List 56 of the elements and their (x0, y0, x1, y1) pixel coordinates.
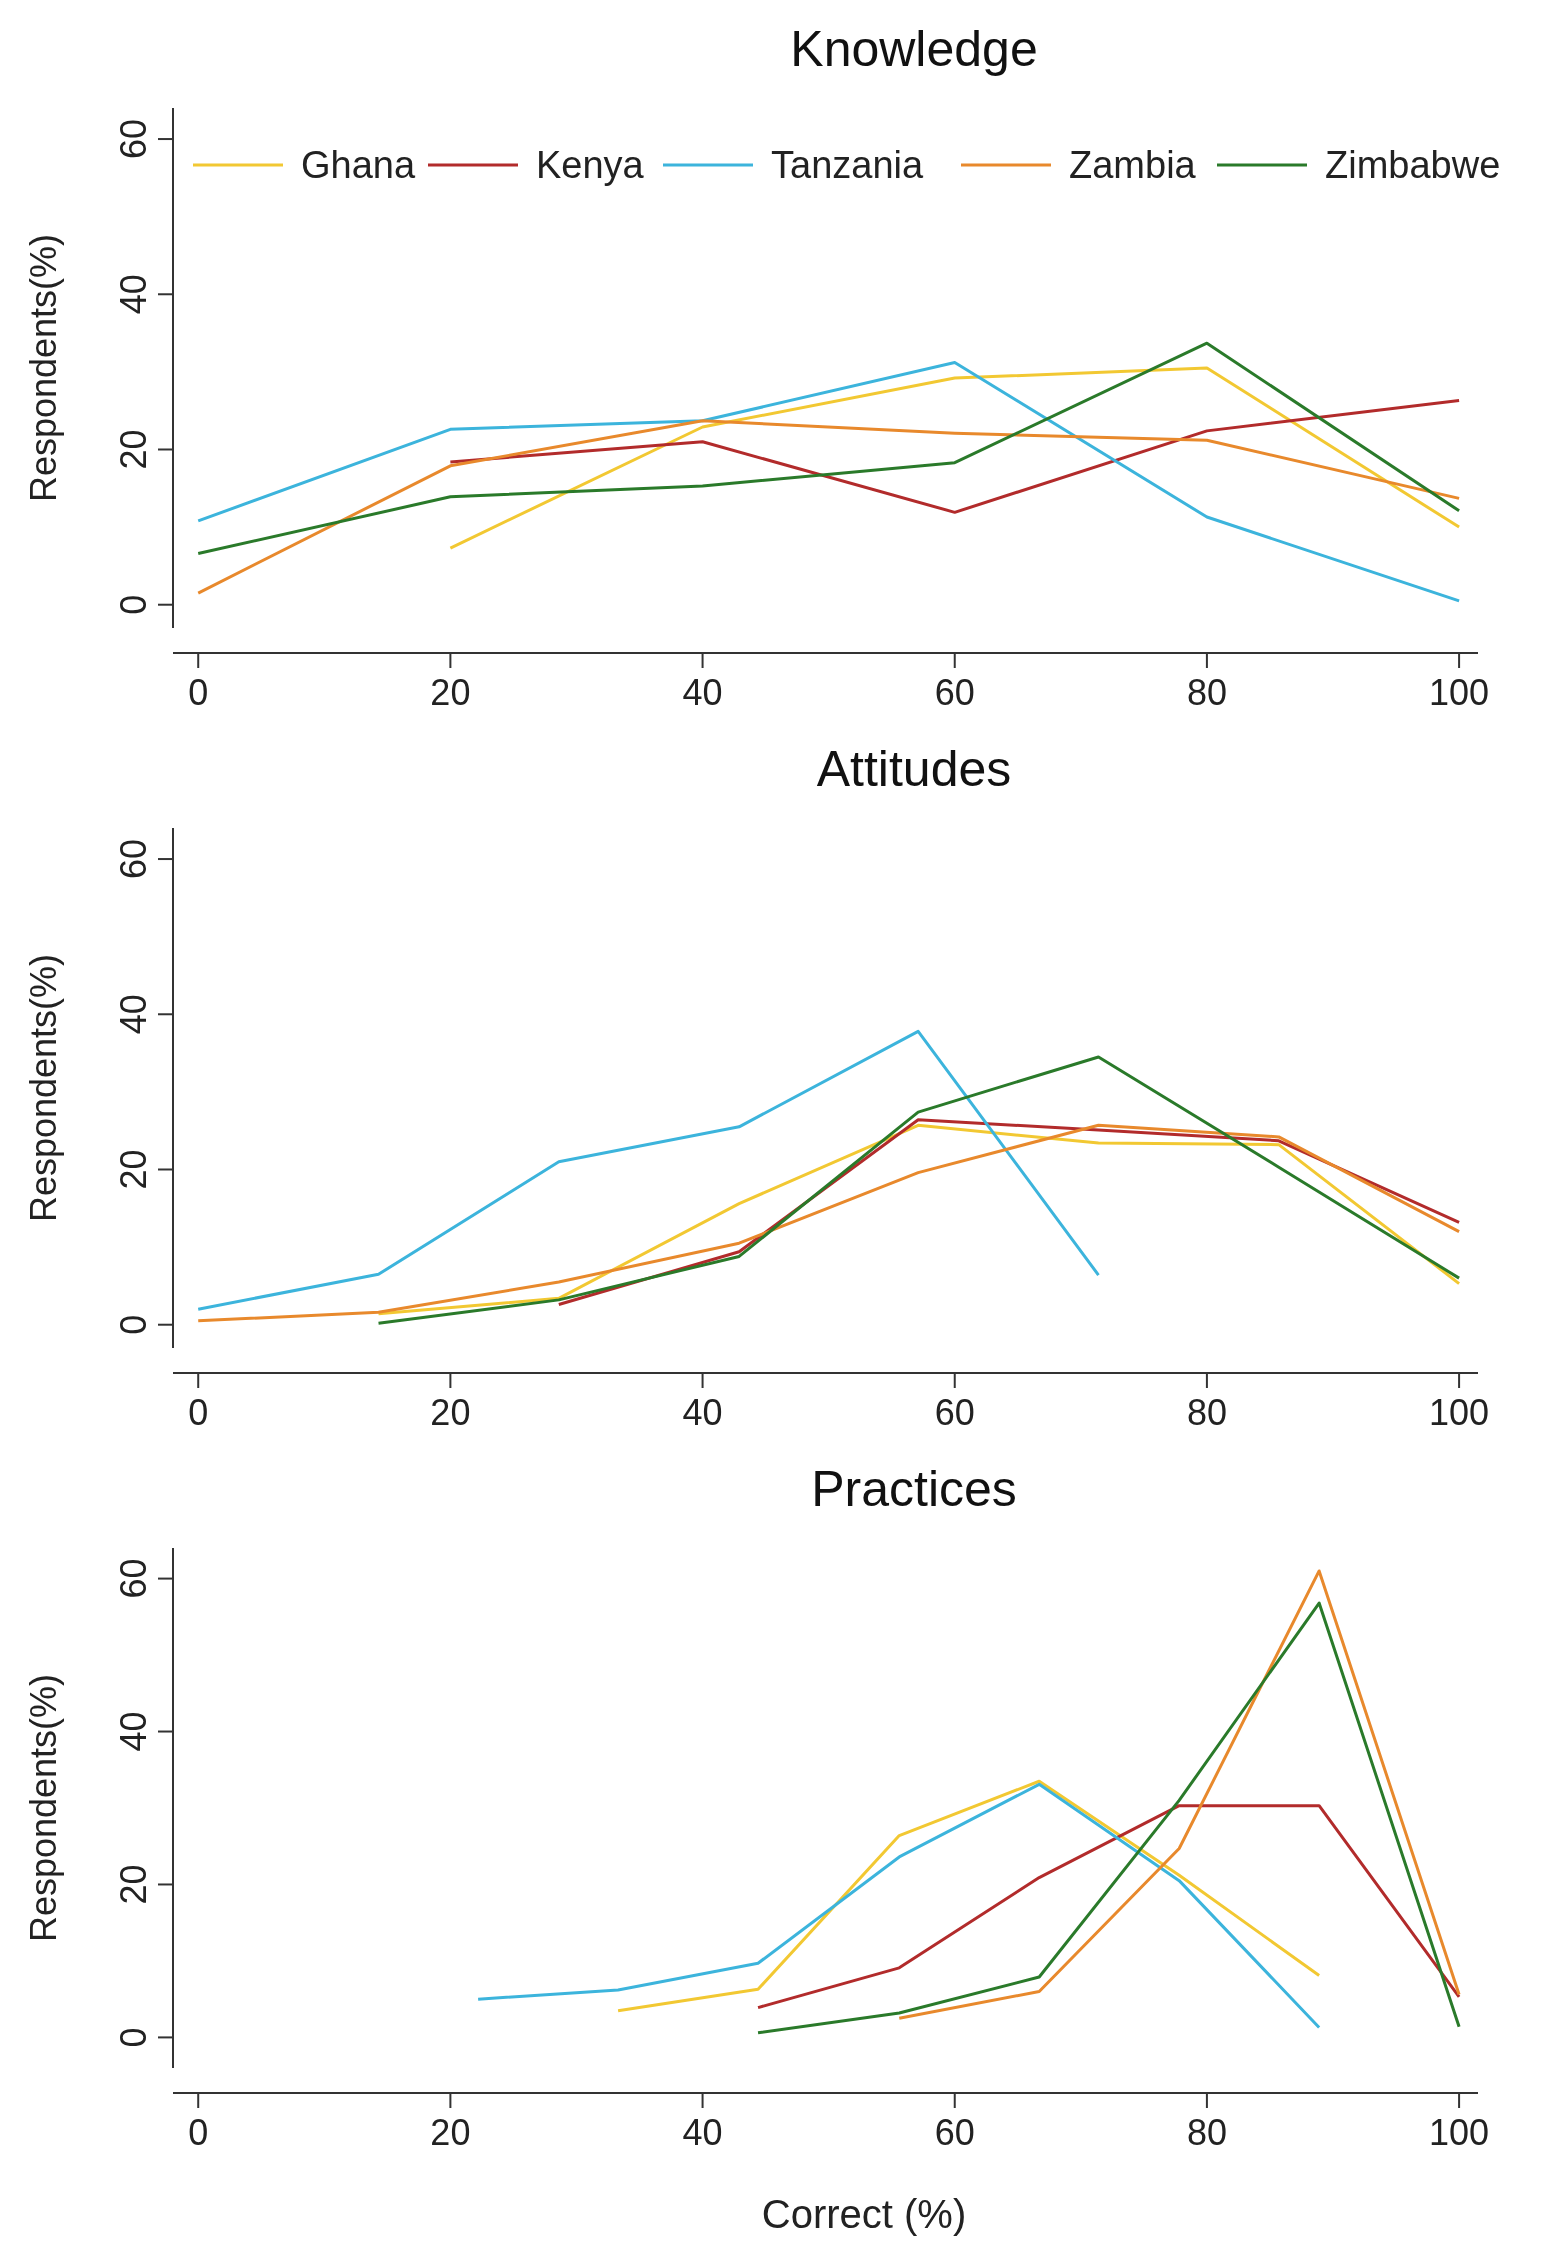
x-tick-label: 40 (682, 2112, 723, 2153)
legend-label: Zambia (1069, 144, 1197, 186)
y-axis-title: Respondents(%) (23, 1673, 64, 1943)
chart-title: Practices (811, 1461, 1017, 1517)
line-series (448, 399, 1461, 514)
line-series (756, 1804, 1461, 2010)
x-tick-label: 80 (1186, 672, 1227, 713)
y-tick-label: 20 (113, 429, 154, 470)
y-tick-label: 60 (113, 839, 154, 880)
x-tick-label: 0 (188, 672, 209, 713)
line-series (448, 366, 1461, 550)
y-axis-title: Respondents(%) (23, 953, 64, 1223)
legend-label: Kenya (536, 144, 645, 186)
x-tick-label: 60 (934, 2112, 975, 2153)
x-tick-label: 0 (188, 1392, 209, 1433)
line-series (616, 1779, 1321, 2013)
y-tick-label: 60 (113, 1558, 154, 1599)
line-series (196, 419, 1461, 595)
line-series (196, 1029, 1100, 1311)
y-tick-label: 60 (113, 119, 154, 160)
y-tick-label: 0 (113, 1314, 154, 1335)
line-series (476, 1782, 1321, 2029)
line-series (377, 1123, 1461, 1316)
line-series (377, 1055, 1461, 1325)
legend-label: Ghana (301, 144, 416, 186)
line-series (897, 1569, 1461, 2020)
y-tick-label: 20 (113, 1149, 154, 1190)
x-tick-label: 40 (682, 1392, 723, 1433)
x-tick-label: 100 (1429, 1392, 1490, 1433)
legend-label: Tanzania (771, 144, 924, 186)
line-series (196, 361, 1461, 603)
x-tick-label: 80 (1186, 1392, 1227, 1433)
x-tick-label: 40 (682, 672, 723, 713)
x-tick-label: 100 (1429, 672, 1490, 713)
x-tick-label: 20 (430, 1392, 471, 1433)
y-tick-label: 0 (113, 2027, 154, 2048)
chart-title: Knowledge (790, 21, 1038, 77)
y-tick-label: 20 (113, 1864, 154, 1905)
x-tick-label: 100 (1429, 2112, 1490, 2153)
y-tick-label: 40 (113, 994, 154, 1035)
x-tick-label: 0 (188, 2112, 209, 2153)
x-tick-label: 60 (934, 672, 975, 713)
legend-label: Zimbabwe (1325, 144, 1501, 186)
x-tick-label: 60 (934, 1392, 975, 1433)
x-tick-label: 80 (1186, 2112, 1227, 2153)
y-tick-label: 40 (113, 1711, 154, 1752)
x-tick-label: 20 (430, 2112, 471, 2153)
line-series (756, 1601, 1461, 2035)
y-axis-title: Respondents(%) (23, 233, 64, 503)
line-series (196, 1123, 1461, 1323)
chart-title: Attitudes (816, 741, 1012, 797)
y-tick-label: 0 (113, 594, 154, 615)
x-tick-label: 20 (430, 672, 471, 713)
line-series (196, 341, 1461, 555)
x-axis-title: Correct (%) (761, 2192, 967, 2236)
y-tick-label: 40 (113, 274, 154, 315)
